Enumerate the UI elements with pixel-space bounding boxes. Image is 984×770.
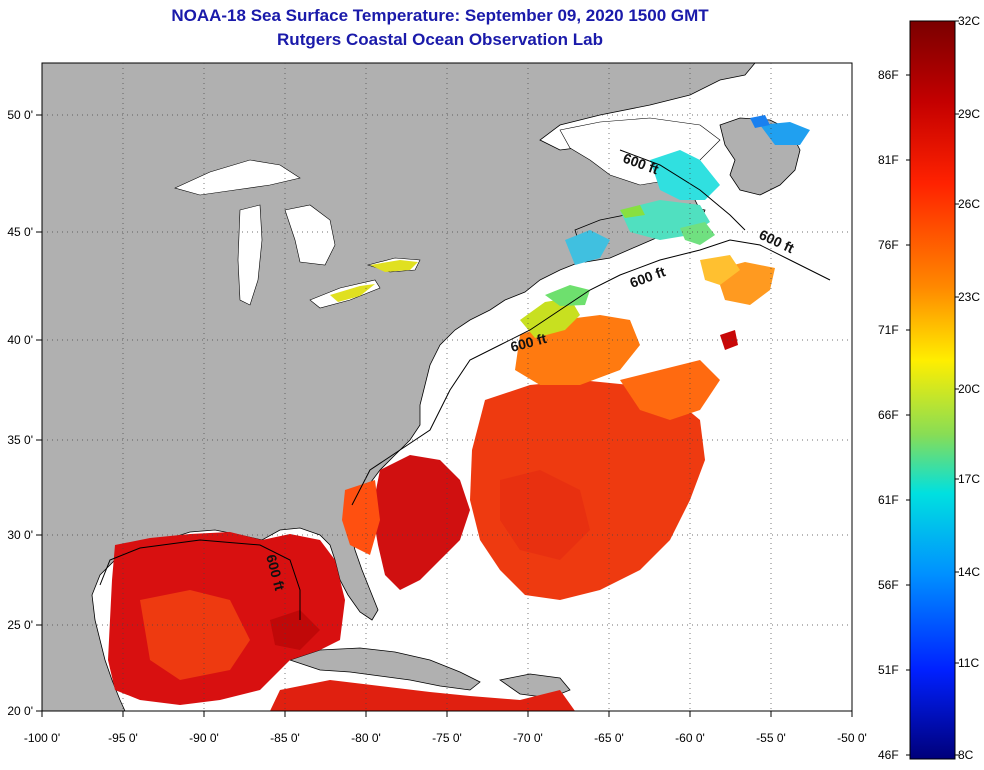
colorbar-celsius-label: 32C: [958, 14, 981, 28]
lake-michigan: [237, 204, 263, 306]
lon-tick-label: -70 0': [513, 731, 543, 745]
sst-st-lawrence-newfoundland: [620, 115, 810, 218]
lon-tick-label: -75 0': [432, 731, 462, 745]
lon-tick-label: -55 0': [756, 731, 786, 745]
colorbar-celsius-label: 11C: [958, 656, 980, 670]
lat-tick-label: 30 0': [7, 528, 33, 542]
colorbar-celsius-label: 20C: [958, 382, 981, 396]
lake-superior: [174, 159, 301, 196]
colorbar-fahrenheit-label: 56F: [878, 578, 899, 592]
lon-tick-label: -90 0': [189, 731, 219, 745]
lat-tick-label: 25 0': [7, 618, 33, 632]
lon-tick-label: -50 0': [837, 731, 867, 745]
lat-tick-label: 20 0': [7, 704, 33, 718]
sst-shelf-mid-atlantic: [520, 285, 590, 338]
colorbar-fahrenheit-label: 81F: [878, 153, 899, 167]
latitude-labels: 50 0' 45 0' 40 0' 35 0' 30 0' 25 0' 20 0': [7, 108, 42, 718]
map-subtitle: Rutgers Coastal Ocean Observation Lab: [277, 30, 603, 49]
colorbar: [909, 20, 956, 760]
lon-tick-label: -85 0': [270, 731, 300, 745]
colorbar-fahrenheit-label: 86F: [878, 68, 899, 82]
colorbar-fahrenheit-label: 66F: [878, 408, 899, 422]
contour-600ft: [99, 149, 831, 620]
lat-tick-label: 50 0': [7, 108, 33, 122]
map-title: NOAA-18 Sea Surface Temperature: Septemb…: [171, 6, 709, 25]
colorbar-celsius-label: 23C: [958, 290, 981, 304]
colorbar-ticks: [906, 20, 959, 756]
colorbar-fahrenheit-label: 71F: [878, 323, 899, 337]
colorbar-celsius-label: 29C: [958, 107, 981, 121]
lon-tick-label: -80 0': [351, 731, 381, 745]
colorbar-fahrenheit-label: 46F: [878, 748, 899, 762]
lon-tick-label: -95 0': [108, 731, 138, 745]
sst-caribbean: [270, 680, 575, 711]
sst-warm-eddy: [720, 330, 738, 350]
sst-great-lakes-warm: [330, 260, 418, 302]
lon-tick-label: -100 0': [24, 731, 60, 745]
colorbar-celsius-label: 14C: [958, 565, 981, 579]
lat-tick-label: 40 0': [7, 333, 33, 347]
colorbar-celsius-label: 8C: [958, 748, 974, 762]
lat-tick-label: 45 0': [7, 225, 33, 239]
sst-gulf-of-mexico: [108, 532, 345, 705]
lon-tick-label: -60 0': [675, 731, 705, 745]
colorbar-celsius-label: 26C: [958, 197, 981, 211]
graticule: [42, 63, 852, 711]
sst-gulf-stream-south: [342, 455, 470, 590]
colorbar-celsius-label: 17C: [958, 472, 981, 486]
lon-tick-label: -65 0': [594, 731, 624, 745]
longitude-labels: -100 0' -95 0' -90 0' -85 0' -80 0' -75 0' -70…: [24, 711, 867, 745]
lat-tick-label: 35 0': [7, 433, 33, 447]
colorbar-fahrenheit-label: 51F: [878, 663, 899, 677]
lake-huron: [284, 204, 336, 266]
sst-atlantic-central: [470, 360, 720, 600]
colorbar-fahrenheit-label: 76F: [878, 238, 899, 252]
colorbar-fahrenheit-label: 61F: [878, 493, 899, 507]
